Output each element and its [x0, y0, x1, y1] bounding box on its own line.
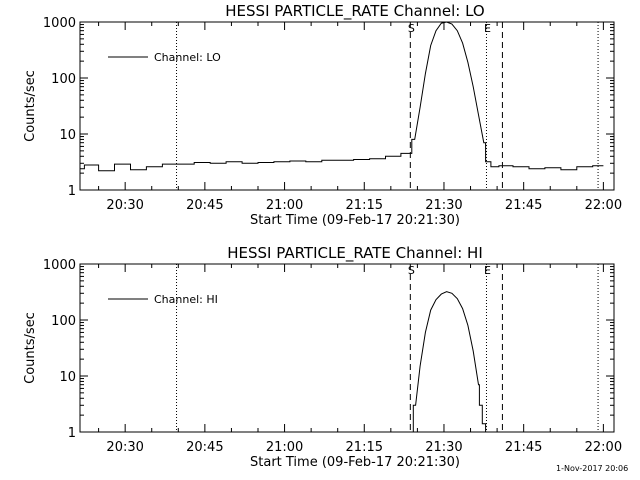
x-tick-label: 21:45 [505, 198, 542, 213]
y-tick-label: 100 [51, 72, 76, 87]
y-tick-label: 10 [59, 128, 76, 143]
x-tick-label: 21:45 [505, 440, 542, 455]
plot-frame [79, 263, 615, 433]
x-axis-label: Start Time (09-Feb-17 20:21:30) [250, 455, 460, 470]
legend-entry: Channel: LO [154, 51, 221, 64]
x-tick-label: 21:00 [266, 198, 303, 213]
y-tick-label: 100 [51, 314, 76, 329]
plot-frame [79, 21, 615, 191]
x-tick-label: 20:30 [106, 198, 143, 213]
chart-title: HESSI PARTICLE_RATE Channel: LO [225, 2, 484, 21]
x-tick-label: 21:15 [346, 198, 383, 213]
creation-timestamp: 1-Nov-2017 20:06 [556, 464, 629, 473]
x-tick-label: 22:00 [585, 198, 622, 213]
event-marker-label: S [408, 22, 415, 35]
y-axis-label: Counts/sec [23, 312, 38, 384]
y-tick-label: 1000 [43, 16, 76, 31]
event-marker-label: S [408, 264, 415, 277]
x-tick-label: 21:30 [425, 440, 462, 455]
y-tick-label: 10 [59, 370, 76, 385]
x-tick-label: 21:30 [425, 198, 462, 213]
series-line [412, 291, 488, 433]
x-tick-label: 20:45 [186, 440, 223, 455]
chart-title: HESSI PARTICLE_RATE Channel: HI [227, 244, 483, 263]
series-line [80, 21, 604, 172]
x-tick-label: 20:30 [106, 440, 143, 455]
legend-entry: Channel: HI [154, 293, 218, 306]
x-tick-label: 20:45 [186, 198, 223, 213]
x-axis-label: Start Time (09-Feb-17 20:21:30) [250, 213, 460, 228]
y-tick-label: 1 [68, 184, 76, 199]
x-tick-label: 21:00 [266, 440, 303, 455]
y-tick-label: 1 [68, 426, 76, 441]
x-tick-label: 21:15 [346, 440, 383, 455]
y-tick-label: 1000 [43, 258, 76, 273]
event-marker-label: E [484, 264, 491, 277]
x-tick-label: 22:00 [585, 440, 622, 455]
y-axis-label: Counts/sec [23, 70, 38, 142]
event-marker-label: E [484, 22, 491, 35]
